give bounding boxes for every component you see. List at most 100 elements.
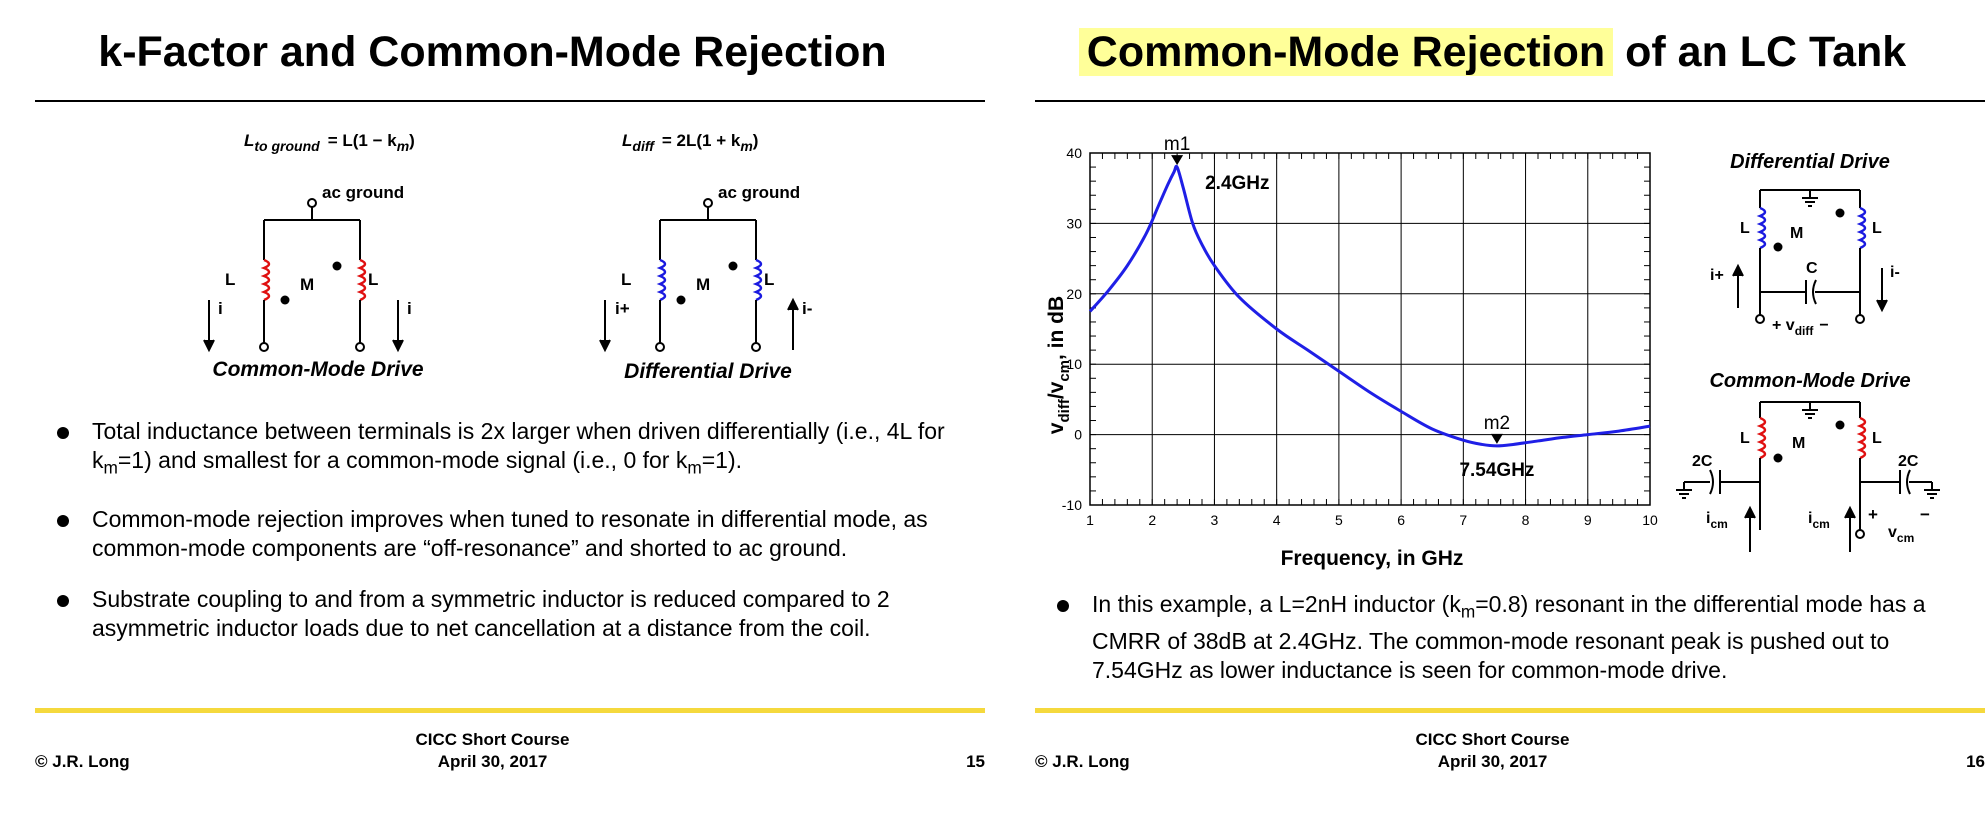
eq-ground: Lto ground = L(1 − km) xyxy=(244,131,415,154)
dot-marker xyxy=(1773,453,1783,463)
x-tick-label: 7 xyxy=(1459,512,1467,528)
y-tick-label: 20 xyxy=(1066,286,1082,302)
label-C: C xyxy=(1806,260,1818,277)
coil-right xyxy=(752,258,763,302)
x-tick-label: 2 xyxy=(1148,512,1156,528)
label-L: L xyxy=(1872,430,1882,447)
bullet-dot xyxy=(57,514,69,527)
bullet-list: In this example, a L=2nH inductor (km=0.… xyxy=(1050,590,1980,707)
marker-m2-triangle xyxy=(1490,433,1503,444)
footer-divider xyxy=(35,708,985,713)
label-L: L xyxy=(621,270,631,289)
dot-marker xyxy=(280,295,290,305)
cm-drive-circuit xyxy=(1676,401,1940,552)
footer-course: CICC Short Course April 30, 2017 xyxy=(415,730,570,771)
label-minus: − xyxy=(1920,505,1930,524)
caption-differential-drive: Differential Drive xyxy=(1730,151,1890,173)
x-tick-label: 5 xyxy=(1335,512,1343,528)
coil-left xyxy=(260,258,271,302)
label-i-minus: i- xyxy=(1890,264,1900,281)
footer-author: © J.R. Long xyxy=(1035,752,1130,771)
footer-divider xyxy=(1035,708,1985,713)
label-i-plus: i+ xyxy=(615,299,630,318)
bullet-item: Substrate coupling to and from a symmetr… xyxy=(50,585,990,643)
dot-marker xyxy=(1773,242,1783,252)
label-vdiff: + vdiff − xyxy=(1772,317,1829,338)
y-tick-label: 40 xyxy=(1066,145,1082,161)
coil-right xyxy=(356,258,367,302)
label-M: M xyxy=(696,275,710,294)
label-M: M xyxy=(1790,225,1803,242)
bullet-item: Common-mode rejection improves when tune… xyxy=(50,505,990,563)
label-vcm: vcm xyxy=(1888,524,1914,545)
dot-marker xyxy=(1835,208,1845,218)
x-tick-label: 3 xyxy=(1211,512,1219,528)
label-ac-ground: ac ground xyxy=(322,183,404,202)
label-2C: 2C xyxy=(1898,453,1919,470)
slide-16: Common-Mode Rejection of an LC Tank 1 2 3 4… xyxy=(1000,0,1985,815)
label-icm: icm xyxy=(1808,510,1830,531)
label-plus: + xyxy=(1868,505,1878,524)
label-icm: icm xyxy=(1706,510,1728,531)
caption-differential: Differential Drive xyxy=(624,360,792,383)
label-L: L xyxy=(764,270,774,289)
bullet-list: Total inductance between terminals is 2x… xyxy=(50,417,990,665)
y-tick-label: 10 xyxy=(1066,356,1082,372)
page-number: 16 xyxy=(1966,752,1985,771)
bullet-dot xyxy=(57,427,69,439)
caption-common-mode: Common-Mode Drive xyxy=(212,358,424,381)
y-tick-label: 30 xyxy=(1066,215,1082,231)
title-highlight: Common-Mode Rejection xyxy=(1078,28,1614,76)
coil-left xyxy=(656,258,667,302)
diff-drive-circuit xyxy=(1732,189,1888,324)
page-number: 15 xyxy=(966,752,985,771)
plot-frame xyxy=(1089,152,1651,506)
label-i-plus: i+ xyxy=(1710,267,1724,284)
eq-diff: Ldiff = 2L(1 + km) xyxy=(622,131,758,154)
y-tick-label: 0 xyxy=(1074,427,1082,443)
bullet-item: In this example, a L=2nH inductor (km=0.… xyxy=(1050,590,1980,685)
x-axis-label: Frequency, in GHz xyxy=(1281,547,1464,570)
bullet-dot xyxy=(57,594,69,607)
dot-marker xyxy=(728,261,738,271)
slide-title: Common-Mode Rejection of an LC Tank xyxy=(1000,28,1985,77)
x-tick-label: 6 xyxy=(1397,512,1405,528)
marker-m1-label: 2.4GHz xyxy=(1205,173,1269,194)
dot-marker xyxy=(676,295,686,305)
label-i: i xyxy=(218,299,223,318)
x-tick-label: 9 xyxy=(1584,512,1592,528)
label-L: L xyxy=(368,270,378,289)
cmrr-chart: 1 2 3 4 5 6 7 8 9 10 40 30 20 10 0 -10 m1 2.4GHz m2 7.54GH… xyxy=(1045,134,1658,570)
y-tick-label: -10 xyxy=(1062,497,1082,513)
x-tick-label: 10 xyxy=(1642,512,1658,528)
title-divider xyxy=(35,100,985,102)
footer-course: CICC Short Course April 30, 2017 xyxy=(1415,730,1570,771)
label-i: i xyxy=(407,299,412,318)
label-L: L xyxy=(1740,430,1750,447)
label-M: M xyxy=(300,275,314,294)
slide-15: k-Factor and Common-Mode Rejection Lto g… xyxy=(0,0,985,815)
label-2C: 2C xyxy=(1692,453,1713,470)
label-M: M xyxy=(1792,435,1805,452)
x-tick-label: 8 xyxy=(1522,512,1530,528)
caption-common-mode-drive: Common-Mode Drive xyxy=(1709,370,1910,392)
x-tick-label: 4 xyxy=(1273,512,1281,528)
x-tick-label: 1 xyxy=(1086,512,1094,528)
side-circuits: Differential Drive L M L C xyxy=(1676,151,1940,552)
common-mode-circuit xyxy=(203,198,404,353)
footer-author: © J.R. Long xyxy=(35,752,130,771)
label-L: L xyxy=(1740,220,1750,237)
label-ac-ground: ac ground xyxy=(718,183,800,202)
dot-marker xyxy=(1835,420,1845,430)
y-axis-label: vdiff/vcm, in dB xyxy=(1045,296,1073,434)
label-i-minus: i- xyxy=(802,299,812,318)
label-L: L xyxy=(1872,220,1882,237)
bullet-dot xyxy=(1057,600,1069,612)
marker-m2-label: 7.54GHz xyxy=(1459,460,1534,481)
bullet-item: Total inductance between terminals is 2x… xyxy=(50,417,990,483)
marker-m2-name: m2 xyxy=(1484,413,1510,434)
slide-title: k-Factor and Common-Mode Rejection xyxy=(98,28,887,76)
inductor-equations-and-circuits: Lto ground = L(1 − km) Ldiff = 2L(1 + km) … xyxy=(203,131,812,383)
dot-marker xyxy=(332,261,342,271)
marker-m1-name: m1 xyxy=(1164,134,1190,155)
